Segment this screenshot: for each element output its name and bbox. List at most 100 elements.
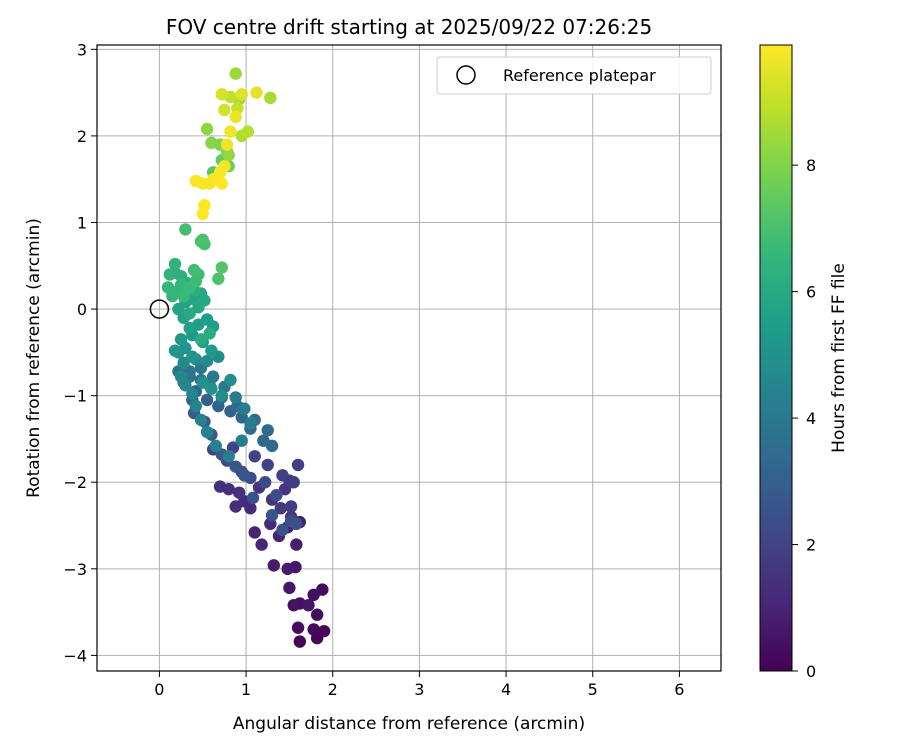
data-point — [229, 460, 242, 473]
y-tick-label: −1 — [63, 387, 87, 406]
data-point — [287, 598, 300, 612]
y-tick-label: −2 — [63, 473, 87, 492]
y-tick-label: 2 — [77, 127, 87, 146]
data-point — [229, 67, 242, 80]
data-point — [196, 376, 209, 389]
data-point — [284, 500, 298, 513]
data-point — [248, 450, 261, 463]
data-point — [248, 526, 261, 539]
colorbar-tick-label: 6 — [806, 283, 816, 302]
plot-frame — [96, 44, 722, 672]
data-point — [177, 356, 190, 369]
data-point — [218, 103, 231, 117]
data-point — [267, 559, 280, 572]
data-point — [224, 125, 237, 138]
x-tick-label: 2 — [328, 680, 338, 699]
data-point — [200, 122, 214, 136]
colorbar-tick-label: 2 — [806, 536, 816, 555]
data-point — [238, 469, 251, 482]
y-tick-label: −4 — [63, 646, 87, 665]
chart-title: FOV centre drift starting at 2025/09/22 … — [166, 15, 652, 39]
data-point — [317, 624, 331, 638]
data-point — [229, 500, 242, 513]
data-point — [189, 399, 202, 413]
data-point — [232, 486, 246, 499]
data-point — [220, 138, 234, 151]
colorbar-gradient — [759, 44, 793, 672]
data-point — [186, 350, 199, 363]
data-point — [276, 523, 289, 537]
x-tick-label: 3 — [414, 680, 424, 699]
data-point — [229, 391, 242, 404]
data-point — [255, 538, 268, 551]
y-tick-label: 1 — [77, 213, 87, 232]
colorbar-tick-label: 8 — [806, 156, 816, 175]
data-point — [222, 148, 235, 162]
data-point — [250, 86, 263, 99]
data-point — [194, 333, 208, 346]
data-point — [241, 125, 254, 138]
data-point — [246, 491, 260, 505]
data-point — [194, 413, 208, 427]
data-point — [192, 301, 205, 314]
colorbar-tick-label: 0 — [806, 662, 816, 681]
data-point — [276, 469, 289, 482]
x-axis-ticks: 0 1 2 3 4 5 6 — [154, 671, 684, 699]
x-tick-label: 5 — [588, 680, 598, 699]
data-point — [209, 439, 222, 453]
data-point — [307, 588, 320, 602]
data-point — [215, 261, 228, 274]
data-point — [290, 517, 303, 531]
data-point — [200, 354, 214, 368]
x-tick-label: 0 — [154, 680, 164, 699]
legend-entry-reference: Reference platepar — [503, 66, 656, 85]
data-point — [261, 424, 274, 437]
y-tick-label: 0 — [77, 300, 87, 319]
data-point — [235, 434, 248, 447]
data-point — [222, 482, 235, 496]
data-point — [287, 476, 300, 489]
x-tick-label: 4 — [501, 680, 511, 699]
data-point — [215, 88, 228, 101]
y-tick-label: −3 — [63, 560, 87, 579]
data-point — [205, 344, 218, 357]
data-point — [281, 562, 294, 576]
x-tick-label: 1 — [241, 680, 251, 699]
y-tick-label: 3 — [77, 40, 87, 59]
data-point — [244, 417, 257, 430]
data-point — [283, 581, 296, 595]
data-point — [229, 110, 242, 124]
data-point — [168, 257, 182, 271]
data-point — [274, 502, 287, 515]
data-point — [187, 263, 201, 277]
data-point — [206, 370, 220, 383]
legend-box — [436, 56, 712, 95]
data-point — [174, 333, 188, 346]
x-tick-label: 6 — [674, 680, 684, 699]
data-point — [212, 272, 225, 285]
data-point — [186, 387, 199, 401]
data-point — [161, 281, 175, 294]
data-point — [200, 393, 214, 407]
data-point — [307, 623, 320, 636]
x-axis-label: Angular distance from reference (arcmin) — [233, 714, 585, 734]
data-point — [179, 223, 192, 236]
data-point — [291, 621, 305, 634]
data-points — [149, 67, 331, 648]
y-axis-ticks: −4 −3 −2 −1 0 1 2 3 — [63, 40, 97, 665]
data-point — [235, 88, 248, 101]
data-point — [163, 268, 176, 281]
y-axis-label: Rotation from reference (arcmin) — [24, 218, 44, 498]
data-point — [196, 233, 209, 247]
data-point — [222, 450, 235, 463]
data-point — [302, 598, 315, 612]
data-point — [264, 91, 277, 105]
colorbar-tick-label: 4 — [806, 409, 816, 428]
data-point — [203, 327, 216, 340]
data-point — [205, 382, 218, 395]
data-point — [174, 370, 188, 383]
colorbar: 0 2 4 6 8 Hours from first FF file — [759, 44, 849, 681]
data-point — [212, 173, 225, 186]
reference-platepar-marker — [149, 299, 170, 319]
